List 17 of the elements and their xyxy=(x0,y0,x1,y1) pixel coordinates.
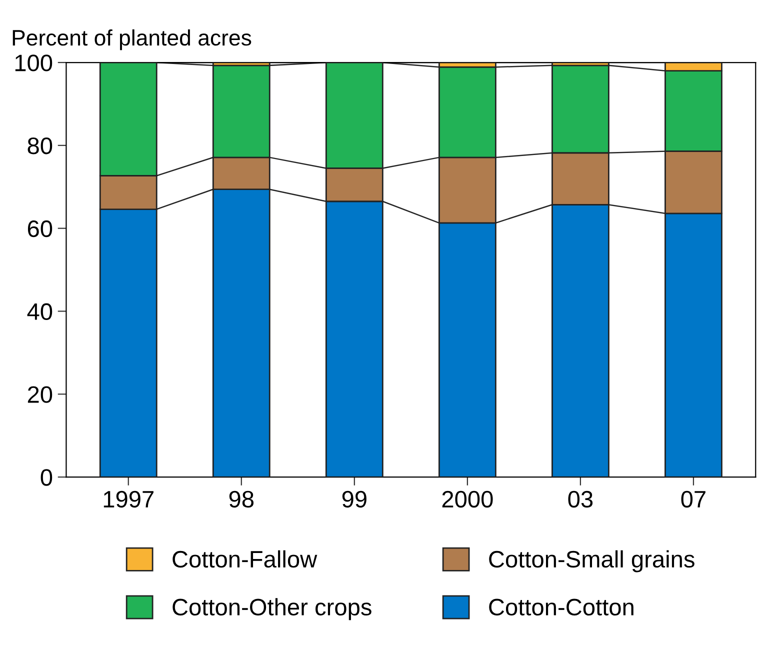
y-axis-title: Percent of planted acres xyxy=(12,29,252,50)
x-tick-label: 1997 xyxy=(104,490,154,508)
y-tick-label: 20 xyxy=(28,386,52,403)
legend-label: Cotton-Fallow xyxy=(172,550,318,568)
legend-label: Cotton-Cotton xyxy=(489,598,634,616)
x-tick-label: 99 xyxy=(342,490,366,508)
y-tick-label: 0 xyxy=(40,469,52,486)
x-tick-label: 07 xyxy=(681,490,706,508)
y-tick-label: 60 xyxy=(28,220,52,238)
x-tick-label: 98 xyxy=(229,490,254,508)
y-tick-label: 40 xyxy=(27,303,52,320)
legend-label: Cotton-Other crops xyxy=(172,598,372,620)
legend-label: Cotton-Small grains xyxy=(489,550,694,572)
x-tick-label: 03 xyxy=(568,490,593,508)
x-tick-label: 2000 xyxy=(442,490,493,508)
y-tick-label: 100 xyxy=(15,54,52,72)
y-tick-label: 80 xyxy=(28,137,52,154)
